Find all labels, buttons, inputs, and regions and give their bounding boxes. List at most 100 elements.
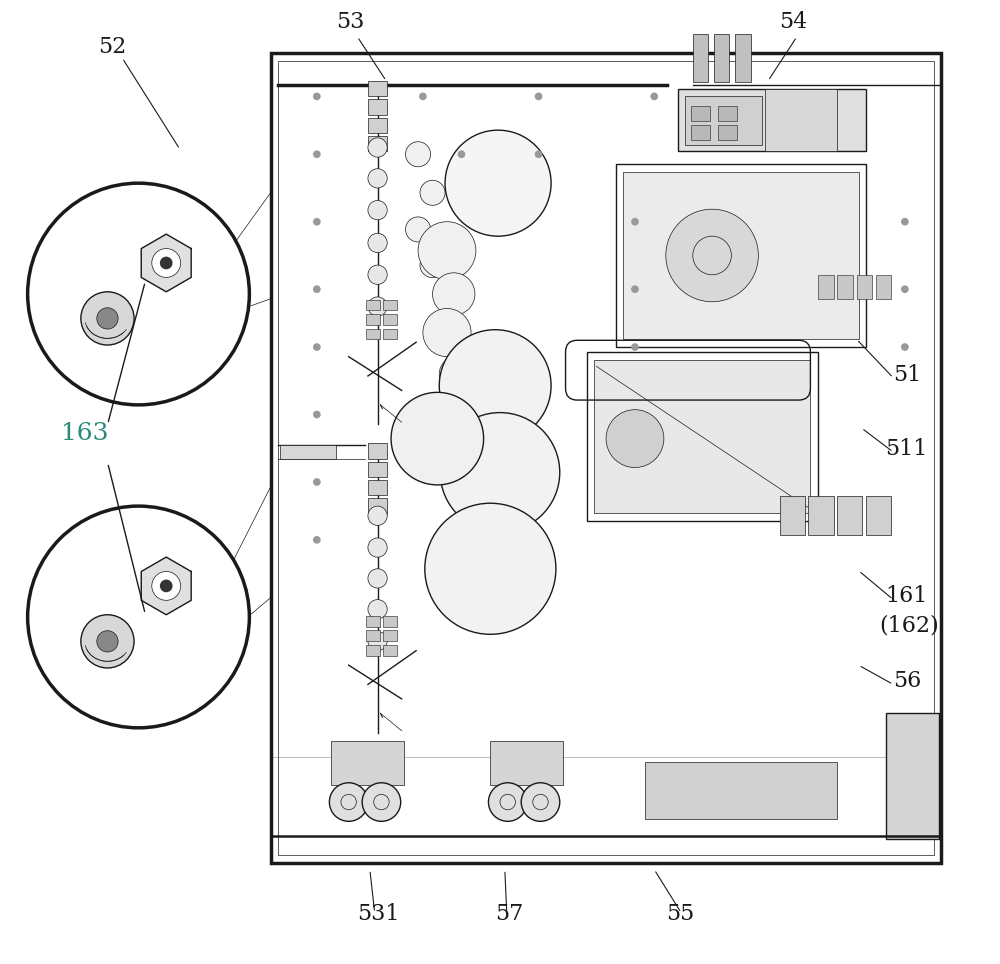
Polygon shape <box>141 234 191 292</box>
Circle shape <box>160 579 173 592</box>
Bar <box>278 61 934 855</box>
Circle shape <box>313 285 321 293</box>
Circle shape <box>419 93 427 100</box>
Bar <box>587 352 818 521</box>
Circle shape <box>901 218 909 226</box>
Text: 163: 163 <box>61 422 109 445</box>
Bar <box>331 741 404 785</box>
Bar <box>623 172 859 339</box>
Bar <box>691 106 710 120</box>
Bar <box>368 498 387 514</box>
Bar <box>678 89 866 151</box>
Bar <box>383 314 397 325</box>
Circle shape <box>423 308 471 357</box>
Bar <box>808 496 834 535</box>
Circle shape <box>313 218 321 226</box>
Circle shape <box>313 93 321 100</box>
Circle shape <box>458 150 465 158</box>
Bar <box>383 630 397 641</box>
Circle shape <box>368 265 387 284</box>
Circle shape <box>420 180 445 205</box>
Circle shape <box>313 478 321 486</box>
Circle shape <box>445 130 551 236</box>
Circle shape <box>97 308 118 329</box>
Circle shape <box>313 411 321 418</box>
Bar <box>383 300 397 310</box>
Bar <box>368 81 387 96</box>
Circle shape <box>439 357 474 391</box>
Bar <box>735 34 751 82</box>
Circle shape <box>406 217 431 242</box>
Text: 511: 511 <box>886 438 928 460</box>
Bar <box>383 616 397 627</box>
Bar <box>714 34 729 82</box>
Circle shape <box>440 413 560 532</box>
Circle shape <box>313 343 321 351</box>
Bar <box>280 445 336 459</box>
Circle shape <box>606 410 664 468</box>
Text: (162): (162) <box>879 614 939 636</box>
Bar <box>645 762 837 819</box>
Bar <box>837 496 862 535</box>
Circle shape <box>631 285 639 293</box>
Circle shape <box>488 783 527 821</box>
Circle shape <box>433 273 475 315</box>
Circle shape <box>313 150 321 158</box>
Bar <box>718 125 737 140</box>
Bar <box>366 300 380 310</box>
Bar <box>691 125 710 140</box>
Circle shape <box>152 249 181 278</box>
Bar <box>366 329 380 339</box>
Bar <box>368 99 387 115</box>
Circle shape <box>901 343 909 351</box>
Text: 54: 54 <box>780 11 808 33</box>
Bar <box>271 53 941 863</box>
Circle shape <box>368 201 387 220</box>
Bar <box>368 480 387 495</box>
Circle shape <box>368 297 387 316</box>
Bar <box>857 275 872 299</box>
Circle shape <box>521 783 560 821</box>
Circle shape <box>97 630 118 652</box>
Circle shape <box>418 222 476 280</box>
Circle shape <box>420 253 445 278</box>
Text: 51: 51 <box>893 363 922 386</box>
Circle shape <box>368 233 387 253</box>
Circle shape <box>81 292 134 345</box>
Circle shape <box>368 538 387 557</box>
Bar <box>366 645 380 656</box>
Circle shape <box>362 783 401 821</box>
Text: 56: 56 <box>893 670 922 692</box>
Bar <box>594 360 810 513</box>
Circle shape <box>391 392 484 485</box>
Circle shape <box>368 506 387 525</box>
Bar <box>368 443 387 459</box>
Bar <box>818 275 834 299</box>
Bar <box>490 741 563 785</box>
Bar <box>780 496 805 535</box>
Bar <box>866 496 891 535</box>
Bar <box>718 106 737 120</box>
Bar <box>693 34 708 82</box>
Text: 55: 55 <box>666 903 694 925</box>
Circle shape <box>313 536 321 544</box>
Circle shape <box>406 142 431 167</box>
Bar <box>837 275 853 299</box>
Text: 52: 52 <box>98 36 126 58</box>
Text: 161: 161 <box>886 585 928 607</box>
Circle shape <box>368 138 387 157</box>
Circle shape <box>368 169 387 188</box>
Circle shape <box>535 150 542 158</box>
Circle shape <box>28 183 249 405</box>
Bar <box>383 329 397 339</box>
Text: 57: 57 <box>495 903 523 925</box>
Text: 53: 53 <box>336 11 364 33</box>
Circle shape <box>368 631 387 651</box>
Circle shape <box>901 285 909 293</box>
Circle shape <box>152 572 181 601</box>
Circle shape <box>666 209 758 302</box>
Bar <box>368 462 387 477</box>
Circle shape <box>81 615 134 668</box>
Circle shape <box>368 600 387 619</box>
Circle shape <box>368 569 387 588</box>
